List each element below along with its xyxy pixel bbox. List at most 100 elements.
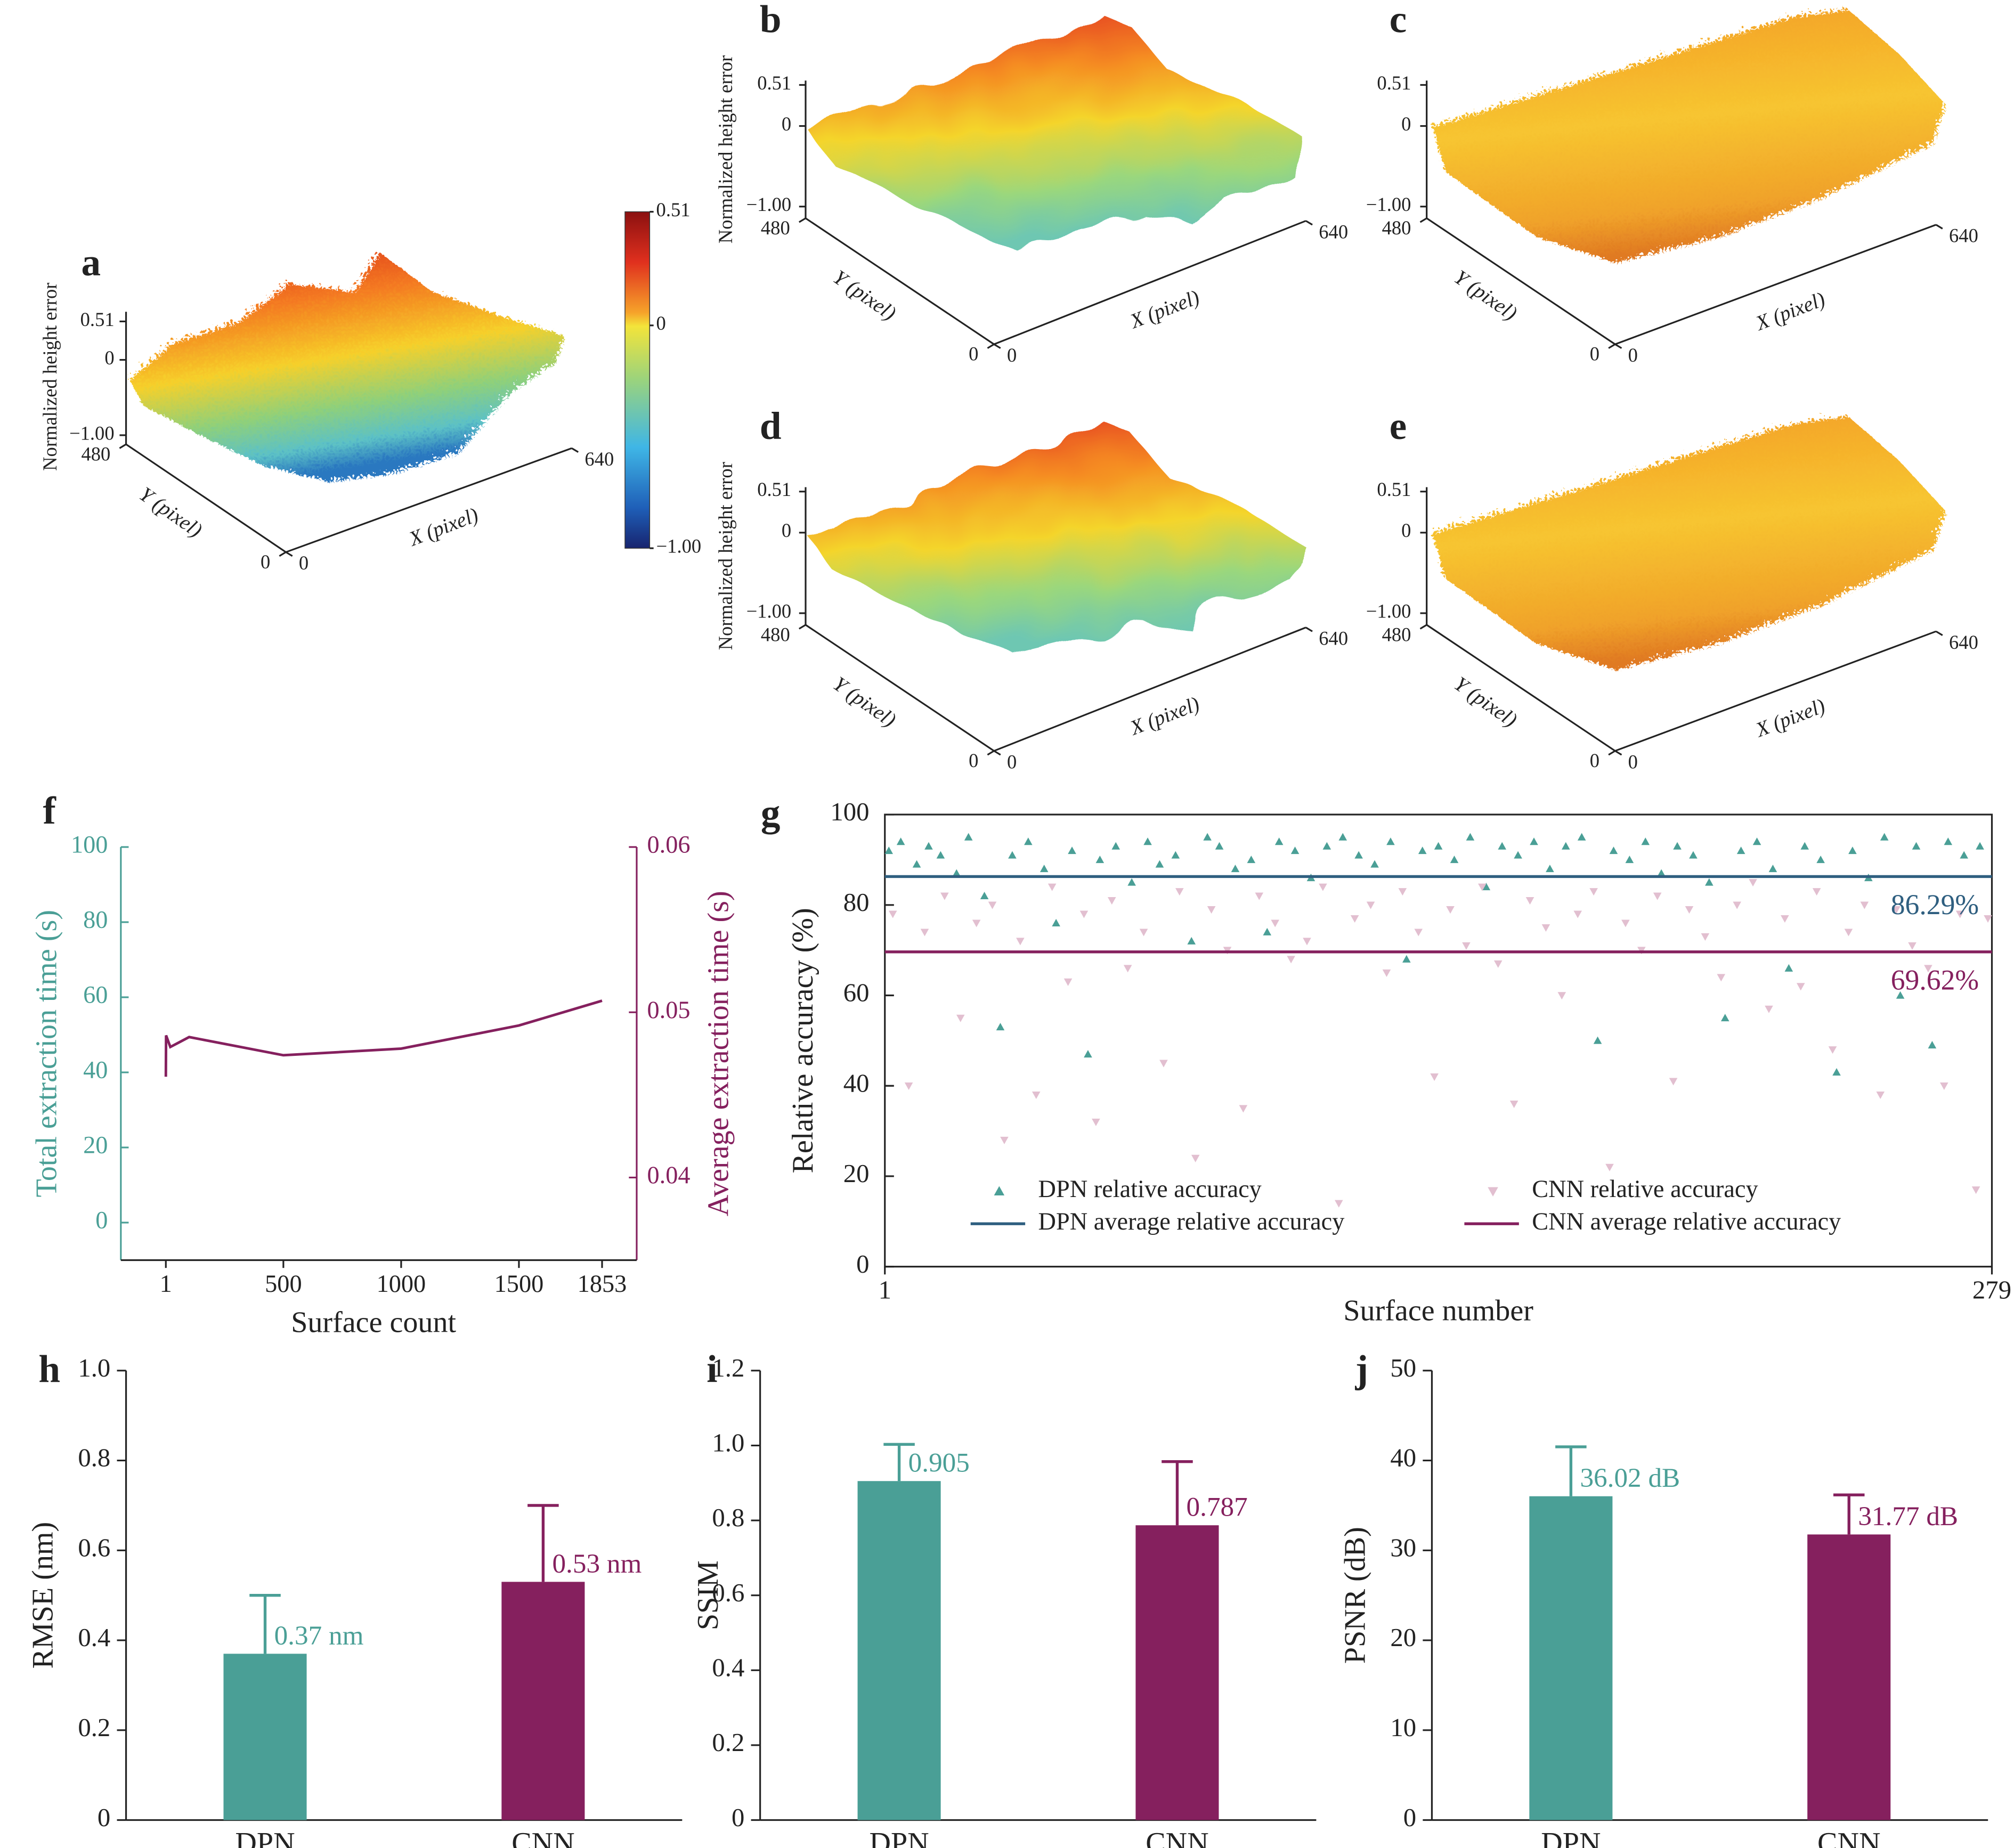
point bbox=[1418, 846, 1427, 854]
point bbox=[1239, 1105, 1248, 1113]
legend-marker bbox=[1488, 1187, 1498, 1197]
point bbox=[1334, 1200, 1343, 1208]
y-tick-label: 0.6 bbox=[712, 1578, 744, 1607]
y-tick-label: 0 bbox=[261, 551, 270, 573]
legend-label: DPN relative accuracy bbox=[1038, 1176, 1262, 1203]
x-axis bbox=[1614, 630, 1937, 752]
point bbox=[1107, 897, 1116, 905]
x-axis-label: X (pixel) bbox=[1752, 288, 1829, 335]
point bbox=[896, 837, 905, 845]
point bbox=[1796, 983, 1805, 991]
point bbox=[1609, 846, 1618, 854]
z-tick-label: −1.00 bbox=[1366, 600, 1411, 622]
point bbox=[1530, 837, 1538, 845]
x-tick-label: 1 bbox=[160, 1271, 172, 1298]
legend-label: DPN average relative accuracy bbox=[1038, 1208, 1345, 1235]
point bbox=[1171, 851, 1180, 859]
point bbox=[1095, 856, 1105, 864]
y-tick-label: 20 bbox=[1390, 1623, 1416, 1652]
z-axis-label: Normalized height error bbox=[714, 55, 736, 243]
point bbox=[1079, 910, 1089, 918]
point bbox=[1143, 837, 1152, 845]
colorbar-label: 0 bbox=[656, 312, 666, 334]
y-axis-label: Total extraction time (s) bbox=[30, 910, 63, 1198]
bar bbox=[1807, 1534, 1891, 1820]
point bbox=[1860, 901, 1869, 909]
point bbox=[1450, 856, 1459, 864]
point bbox=[1892, 906, 1901, 914]
y-axis-label: PSNR (dB) bbox=[1338, 1527, 1371, 1664]
point bbox=[1705, 878, 1713, 886]
y-tick bbox=[798, 624, 806, 630]
point bbox=[956, 1014, 965, 1022]
point bbox=[1350, 915, 1359, 923]
y-axis bbox=[805, 217, 995, 345]
y-tick-label: 0 bbox=[95, 1207, 108, 1234]
point bbox=[1123, 965, 1132, 973]
x-tick-label: 640 bbox=[584, 448, 614, 470]
bar bbox=[1529, 1496, 1613, 1820]
x-tick-label: CNN bbox=[511, 1827, 574, 1848]
y-tick-label: 0.4 bbox=[78, 1623, 110, 1652]
bar bbox=[223, 1654, 307, 1820]
z-tick-label: 0 bbox=[782, 113, 791, 135]
x-tick-label: 640 bbox=[1949, 225, 1978, 247]
x-axis-label: Surface number bbox=[1343, 1294, 1533, 1327]
error-bar bbox=[1833, 1493, 1865, 1535]
line bbox=[164, 999, 603, 1077]
z-tick-label: −1.00 bbox=[746, 193, 792, 215]
legend-marker bbox=[994, 1186, 1005, 1196]
y-tick bbox=[1608, 343, 1616, 349]
point bbox=[1203, 833, 1212, 841]
z-tick-label: 0 bbox=[104, 347, 114, 369]
point bbox=[1800, 842, 1809, 850]
point bbox=[1466, 833, 1475, 841]
y-tick bbox=[1608, 750, 1616, 756]
y-tick bbox=[279, 551, 287, 557]
colorbar-label: 0.51 bbox=[656, 199, 691, 221]
point bbox=[1593, 1036, 1602, 1044]
x-tick bbox=[1935, 224, 1943, 230]
x-tick-label: 1500 bbox=[494, 1271, 544, 1298]
point bbox=[1370, 860, 1379, 868]
y-tick-label: 0 bbox=[969, 343, 978, 365]
x-tick-label: 640 bbox=[1319, 628, 1348, 649]
point bbox=[1641, 837, 1650, 845]
point bbox=[1414, 929, 1423, 937]
x-tick-label: DPN bbox=[235, 1827, 295, 1848]
bar bbox=[857, 1481, 941, 1820]
point bbox=[936, 851, 945, 859]
point bbox=[1816, 856, 1825, 864]
y-tick-label: 0.8 bbox=[78, 1444, 110, 1472]
y-tick-label: 1.2 bbox=[712, 1354, 744, 1382]
point bbox=[1047, 883, 1057, 891]
y2-tick-label: 0.06 bbox=[647, 832, 690, 859]
x-axis-label: X (pixel) bbox=[1126, 693, 1203, 740]
x-axis-label: Surface count bbox=[291, 1306, 456, 1339]
point bbox=[1111, 842, 1120, 850]
x-axis bbox=[285, 447, 572, 553]
point bbox=[1653, 892, 1662, 900]
error-bar bbox=[883, 1443, 915, 1481]
point bbox=[920, 929, 929, 937]
z-tick-label: 0 bbox=[1401, 519, 1411, 541]
point bbox=[1215, 842, 1224, 850]
point bbox=[1231, 865, 1240, 873]
point bbox=[1736, 846, 1745, 854]
point bbox=[1944, 837, 1953, 845]
x-tick-label: 0 bbox=[1007, 344, 1017, 366]
point bbox=[1971, 1186, 1980, 1194]
x-tick-label: 1853 bbox=[578, 1271, 627, 1298]
reference-label: 69.62% bbox=[1891, 964, 1979, 996]
point bbox=[1175, 888, 1184, 896]
z-tick-label: 0.51 bbox=[1377, 72, 1411, 94]
x-tick-label: 0 bbox=[299, 552, 308, 574]
point bbox=[1621, 919, 1630, 927]
reference-label: 86.29% bbox=[1891, 889, 1979, 921]
y-tick-label: 0 bbox=[856, 1250, 869, 1279]
x-tick-label: 0 bbox=[1007, 751, 1017, 772]
point bbox=[1844, 929, 1853, 937]
point bbox=[1828, 1046, 1837, 1054]
point bbox=[1912, 842, 1921, 850]
